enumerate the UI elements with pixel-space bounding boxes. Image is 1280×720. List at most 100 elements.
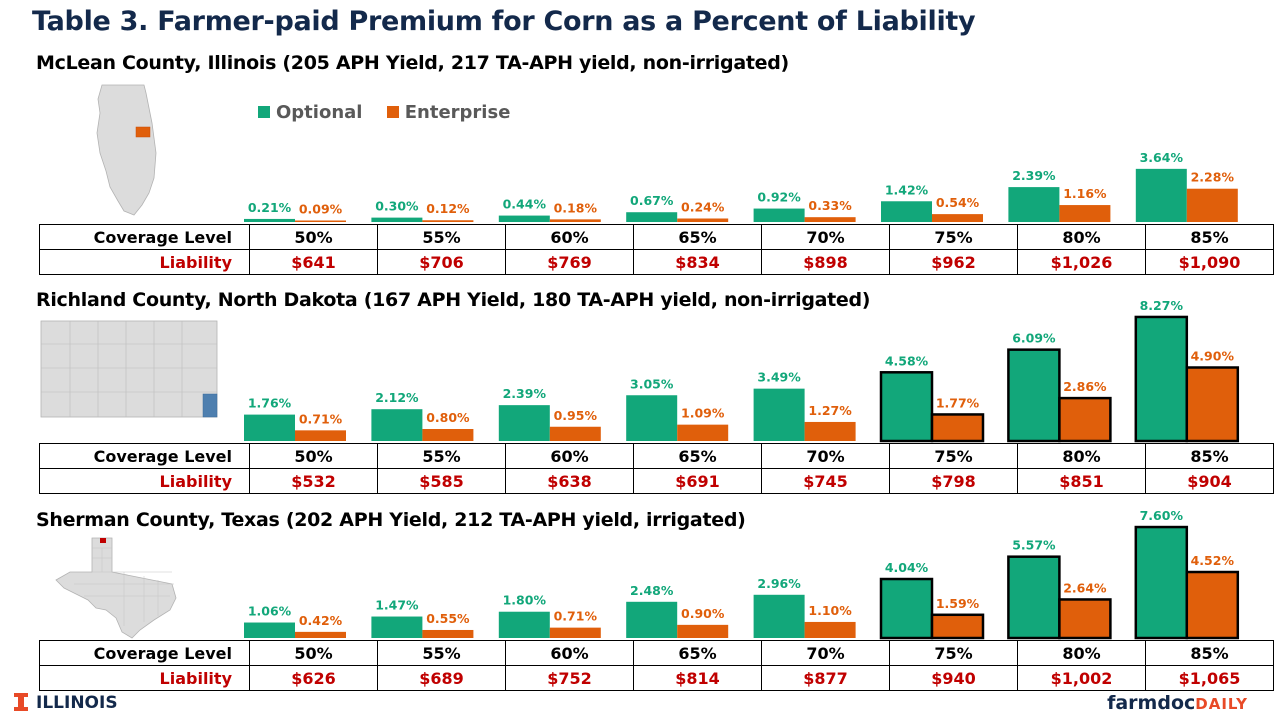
liability-cell: $1,002 xyxy=(1017,665,1146,691)
liability-cell: $641 xyxy=(249,249,378,275)
enterprise-data-label: 0.54% xyxy=(936,195,980,210)
coverage-level-row: Coverage Level 50% 55% 60% 65% 70% 75% 8… xyxy=(39,640,1274,666)
legend-item-enterprise: Enterprise xyxy=(386,102,511,123)
optional-data-label: 4.58% xyxy=(885,353,929,368)
enterprise-data-label: 0.90% xyxy=(681,606,725,621)
coverage-cell: 55% xyxy=(377,443,506,469)
enterprise-data-label: 2.86% xyxy=(1063,379,1107,394)
optional-data-label: 1.76% xyxy=(248,396,292,411)
optional-bar xyxy=(1008,187,1060,222)
optional-bar xyxy=(1135,168,1187,222)
optional-bar xyxy=(498,405,550,441)
coverage-level-label: Coverage Level xyxy=(39,640,250,666)
optional-data-label: 8.27% xyxy=(1140,298,1184,313)
enterprise-data-label: 1.59% xyxy=(936,596,980,611)
optional-bar xyxy=(371,217,423,222)
optional-bar xyxy=(881,201,932,222)
enterprise-bar xyxy=(1185,570,1240,640)
optional-data-label: 6.09% xyxy=(1012,331,1056,346)
optional-bar xyxy=(1007,348,1061,443)
optional-bar xyxy=(753,594,805,638)
optional-data-label: 2.96% xyxy=(757,576,801,591)
enterprise-data-label: 4.52% xyxy=(1191,553,1235,568)
enterprise-bar xyxy=(1186,188,1238,222)
enterprise-bar xyxy=(1059,205,1111,222)
optional-data-label: 3.49% xyxy=(757,370,801,385)
optional-data-label: 0.92% xyxy=(757,190,801,205)
liability-cell: $798 xyxy=(889,468,1018,494)
coverage-cell: 85% xyxy=(1145,443,1274,469)
panel-title: McLean County, Illinois (205 APH Yield, … xyxy=(36,52,789,74)
coverage-table-mclean: Coverage Level 50% 55% 60% 65% 70% 75% 8… xyxy=(39,224,1274,275)
liability-cell: $638 xyxy=(505,468,634,494)
texas-map-icon xyxy=(55,537,177,639)
optional-data-label: 3.05% xyxy=(630,376,674,391)
enterprise-bar xyxy=(1058,598,1112,640)
enterprise-bar xyxy=(422,220,474,222)
enterprise-bar xyxy=(677,624,729,638)
optional-data-label: 1.80% xyxy=(503,593,547,608)
enterprise-data-label: 0.71% xyxy=(299,411,343,426)
coverage-cell: 75% xyxy=(889,640,1018,666)
optional-data-label: 2.39% xyxy=(503,386,547,401)
optional-bar xyxy=(244,414,295,441)
enterprise-data-label: 2.64% xyxy=(1063,580,1107,595)
liability-cell: $752 xyxy=(505,665,634,691)
enterprise-data-label: 1.09% xyxy=(681,406,725,421)
legend-label-enterprise: Enterprise xyxy=(404,102,511,123)
enterprise-data-label: 0.12% xyxy=(426,201,470,216)
enterprise-bar xyxy=(932,214,983,222)
optional-data-label: 2.39% xyxy=(1012,168,1056,183)
enterprise-bar xyxy=(295,631,346,638)
optional-data-label: 0.21% xyxy=(248,200,292,215)
liability-label: Liability xyxy=(39,665,250,691)
enterprise-bar xyxy=(422,429,474,441)
optional-bar xyxy=(753,208,805,222)
enterprise-bar xyxy=(804,217,856,222)
optional-data-label: 1.47% xyxy=(375,598,419,613)
optional-bar xyxy=(498,215,550,222)
legend-label-optional: Optional xyxy=(276,102,363,123)
enterprise-bar xyxy=(677,424,729,441)
optional-data-label: 3.64% xyxy=(1140,150,1184,165)
liability-cell: $877 xyxy=(761,665,890,691)
coverage-cell: 50% xyxy=(249,224,378,250)
coverage-cell: 80% xyxy=(1017,640,1146,666)
optional-data-label: 1.06% xyxy=(248,604,292,619)
enterprise-bar xyxy=(549,219,601,222)
enterprise-data-label: 1.77% xyxy=(936,395,980,410)
enterprise-bar xyxy=(804,421,856,441)
optional-bar xyxy=(244,218,295,222)
liability-cell: $532 xyxy=(249,468,378,494)
illinois-block-i-icon xyxy=(14,693,28,711)
enterprise-data-label: 0.80% xyxy=(426,410,470,425)
optional-data-label: 7.60% xyxy=(1140,508,1184,523)
enterprise-bar xyxy=(930,613,985,640)
optional-data-label: 1.42% xyxy=(885,182,929,197)
enterprise-data-label: 0.71% xyxy=(554,609,598,624)
liability-cell: $834 xyxy=(633,249,762,275)
optional-bar xyxy=(879,371,934,443)
coverage-table-sherman: Coverage Level 50% 55% 60% 65% 70% 75% 8… xyxy=(39,640,1274,691)
optional-data-label: 2.12% xyxy=(375,390,419,405)
enterprise-data-label: 0.33% xyxy=(808,198,852,213)
enterprise-data-label: 1.27% xyxy=(808,403,852,418)
liability-cell: $904 xyxy=(1145,468,1274,494)
enterprise-data-label: 1.16% xyxy=(1063,186,1107,201)
liability-cell: $585 xyxy=(377,468,506,494)
optional-data-label: 0.30% xyxy=(375,199,419,214)
enterprise-bar xyxy=(295,220,346,222)
enterprise-bar xyxy=(804,621,856,638)
optional-bar xyxy=(371,409,423,441)
legend: Optional Enterprise xyxy=(258,102,528,123)
coverage-cell: 65% xyxy=(633,443,762,469)
legend-swatch-optional xyxy=(258,106,270,118)
coverage-cell: 75% xyxy=(889,224,1018,250)
liability-cell: $898 xyxy=(761,249,890,275)
optional-bar xyxy=(371,616,423,638)
enterprise-data-label: 0.24% xyxy=(681,199,725,214)
optional-bar xyxy=(1134,525,1189,640)
optional-bar xyxy=(498,611,550,638)
coverage-cell: 65% xyxy=(633,640,762,666)
